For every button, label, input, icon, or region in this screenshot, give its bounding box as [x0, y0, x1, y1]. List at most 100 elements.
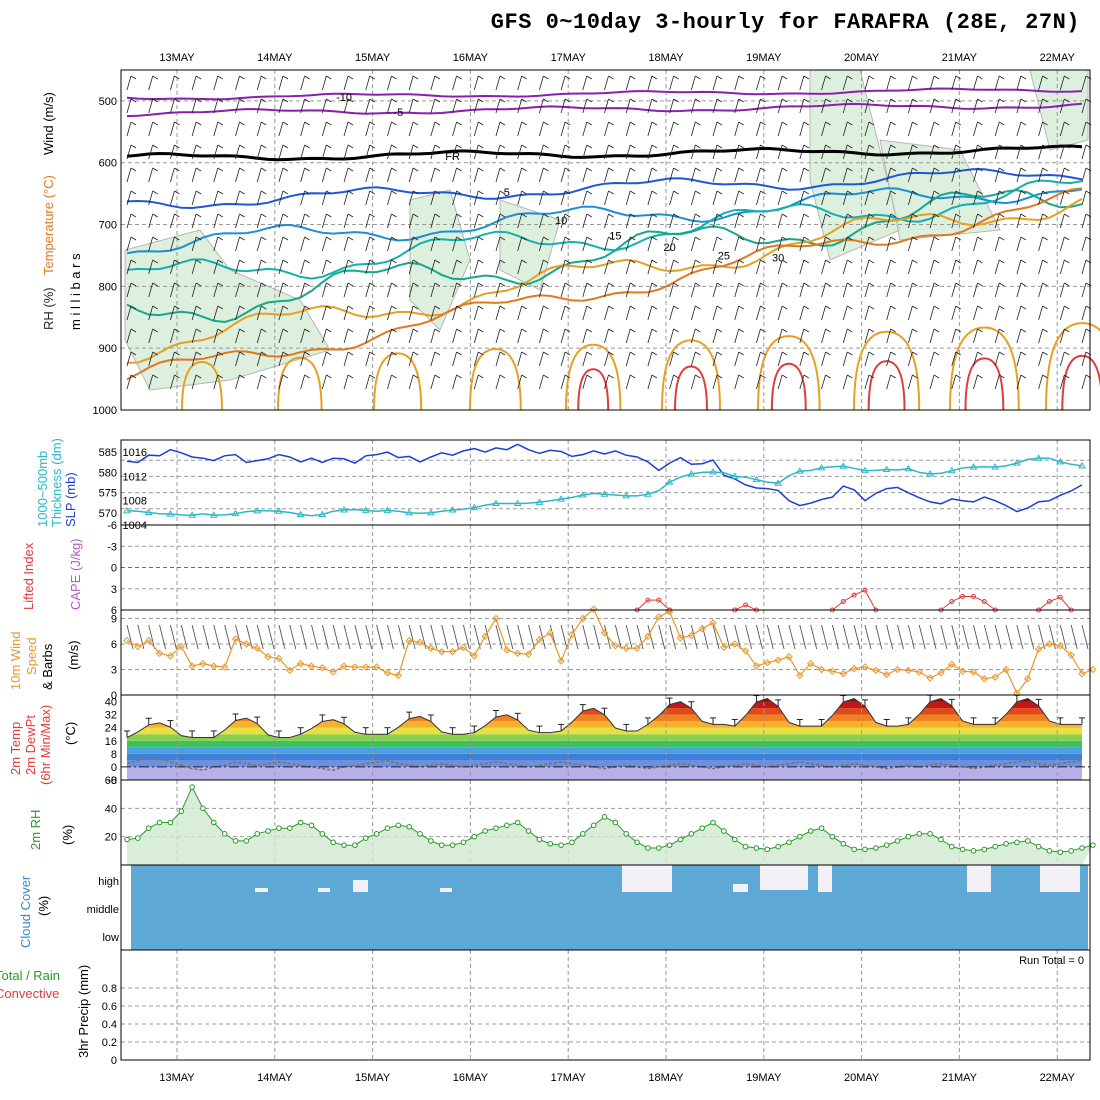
wind-barb	[539, 328, 544, 344]
y-tick-label: 500	[99, 96, 117, 108]
wind-barb	[625, 144, 631, 160]
wind-barb	[973, 624, 980, 650]
wind-barb	[391, 144, 397, 149]
wind-barb	[304, 144, 310, 149]
wind-barb	[499, 75, 506, 80]
wind-barb	[951, 121, 957, 137]
wind-speed-marker	[231, 635, 240, 643]
rh-marker	[417, 831, 423, 837]
wind-barb	[842, 374, 848, 390]
wind-barb	[912, 167, 918, 172]
wind-barb	[430, 236, 436, 252]
wind-barb	[734, 75, 740, 91]
wind-barb	[929, 351, 935, 367]
wind-barb	[847, 190, 853, 195]
y-tick-label: 800	[99, 281, 117, 293]
wind-barb	[625, 167, 631, 183]
wind-barb	[376, 624, 384, 650]
wind-barb	[560, 213, 566, 229]
rh-marker	[601, 814, 608, 820]
wind-label: Wind (m/s)	[41, 92, 56, 155]
wind-barb	[847, 121, 853, 126]
wind-barb	[973, 351, 978, 367]
wind-barb	[712, 259, 718, 275]
date-label-top: 14MAY	[257, 52, 293, 64]
wind-barb	[369, 167, 375, 172]
thickness-marker	[1013, 459, 1021, 466]
wind-barb	[998, 282, 1005, 287]
wind-barb	[408, 144, 414, 160]
wind-barb	[282, 75, 289, 80]
wind-barb	[994, 624, 1002, 650]
thickness-tick: 585	[99, 447, 117, 459]
rh-marker	[221, 831, 228, 837]
thickness-marker	[904, 464, 913, 472]
wind-barb	[669, 167, 674, 183]
wind-barb	[170, 236, 175, 252]
cloud-gap	[318, 888, 330, 892]
wind-barb	[191, 75, 197, 91]
wind-barb	[712, 167, 718, 183]
wind-barb	[1070, 624, 1078, 650]
wind-barb	[907, 190, 913, 206]
wind-barb	[994, 144, 1000, 160]
wind-barb	[586, 282, 593, 287]
rh-marker	[232, 838, 239, 844]
wind-barb	[777, 282, 783, 298]
wind-barb	[614, 624, 622, 650]
temp-tick: 40	[105, 697, 117, 709]
wind-barb	[456, 282, 462, 287]
wind-speed-marker	[340, 662, 348, 670]
warm-contour	[277, 356, 323, 411]
wind-speed-marker	[513, 649, 522, 658]
wind-barb	[734, 167, 740, 183]
wind-barb	[543, 374, 549, 379]
wind-barb	[1016, 75, 1022, 91]
wind-barb	[1081, 75, 1087, 91]
wind-barb	[1020, 328, 1027, 333]
wind-barb	[300, 121, 306, 137]
wind-barb	[712, 305, 718, 321]
grid-precip	[121, 950, 1090, 1060]
wind-barb	[174, 144, 180, 149]
wind-barb	[321, 328, 327, 344]
wind-barb	[1059, 75, 1065, 91]
wind-barb	[695, 144, 701, 149]
temperature-label: Temperature (°C)	[41, 175, 56, 275]
wind-barb	[365, 75, 371, 91]
wind-barb	[994, 213, 1000, 229]
wind-barb	[973, 190, 978, 206]
rh-marker	[927, 831, 933, 837]
lifted-index-line	[734, 604, 757, 611]
date-label-top: 19MAY	[746, 52, 782, 64]
temp-band	[127, 747, 1082, 754]
wind-barb	[499, 190, 506, 195]
wind-barb	[1020, 98, 1027, 103]
wind-barb	[195, 167, 202, 172]
wind-barb	[495, 144, 501, 160]
wind-barb	[608, 190, 614, 195]
wind-barb	[973, 121, 978, 137]
wind-barb	[604, 98, 609, 114]
wind-speed-marker	[1034, 645, 1043, 653]
lifted-index-marker	[743, 602, 749, 608]
wind-barb	[951, 374, 957, 390]
wind-barb	[821, 374, 826, 390]
wind-barb	[1081, 624, 1089, 650]
thickness-label: 1000~500mb	[35, 451, 50, 527]
wind-barb	[799, 190, 805, 206]
wind-speed-marker	[144, 636, 153, 645]
wind-barb	[452, 213, 457, 229]
wind-barb	[847, 167, 853, 172]
wind-barb	[321, 259, 327, 275]
wind-barb	[235, 328, 240, 344]
y-tick-label: 600	[99, 158, 117, 170]
wind-barb	[695, 190, 701, 195]
wind-barb	[695, 75, 701, 80]
thickness-marker	[1034, 454, 1043, 461]
wind-barb	[651, 121, 658, 126]
wind-speed-marker	[253, 644, 261, 652]
wind-barb	[434, 282, 441, 287]
wind-barb	[973, 236, 978, 252]
wind-barb	[369, 121, 375, 126]
